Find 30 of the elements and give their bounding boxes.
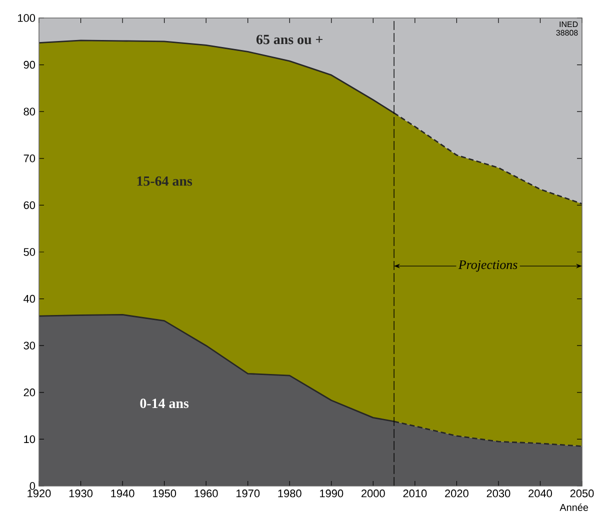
y-tick-label: 80: [24, 108, 36, 116]
series-label: 65 ans ou +: [256, 34, 322, 44]
x-tick-label: 1960: [194, 490, 218, 498]
y-tick-label: 50: [24, 248, 36, 256]
x-tick-label: 1980: [278, 490, 302, 498]
x-tick-label: 2010: [403, 490, 427, 498]
x-axis-title: Année: [560, 504, 588, 511]
x-tick-label: 2050: [570, 490, 594, 498]
series-label: 15-64 ans: [137, 176, 192, 186]
y-tick-label: 30: [24, 342, 36, 350]
series-label: 0-14 ans: [140, 398, 189, 408]
x-tick-label: 1920: [28, 490, 51, 498]
x-tick-label: 1990: [320, 490, 344, 498]
y-tick-label: 40: [24, 294, 36, 303]
x-tick-label: 2000: [362, 490, 385, 498]
y-tick-label: 20: [24, 388, 36, 396]
y-tick-label: 100: [18, 14, 36, 22]
y-tick-label: 10: [24, 435, 36, 444]
x-tick-label: 1970: [236, 490, 260, 498]
y-tick-label: 60: [24, 201, 36, 210]
x-tick-label: 2030: [486, 490, 510, 498]
x-tick-label: 2040: [528, 490, 552, 498]
x-tick-label: 1940: [111, 490, 134, 498]
x-tick-label: 2020: [445, 490, 468, 498]
x-tick-label: 1950: [152, 490, 176, 498]
ref-line-label: Projections: [458, 260, 518, 272]
y-tick-label: 90: [24, 60, 36, 69]
x-tick-label: 1930: [69, 490, 93, 498]
y-tick-label: 70: [24, 154, 36, 162]
y-tick-label: 0: [30, 482, 36, 490]
